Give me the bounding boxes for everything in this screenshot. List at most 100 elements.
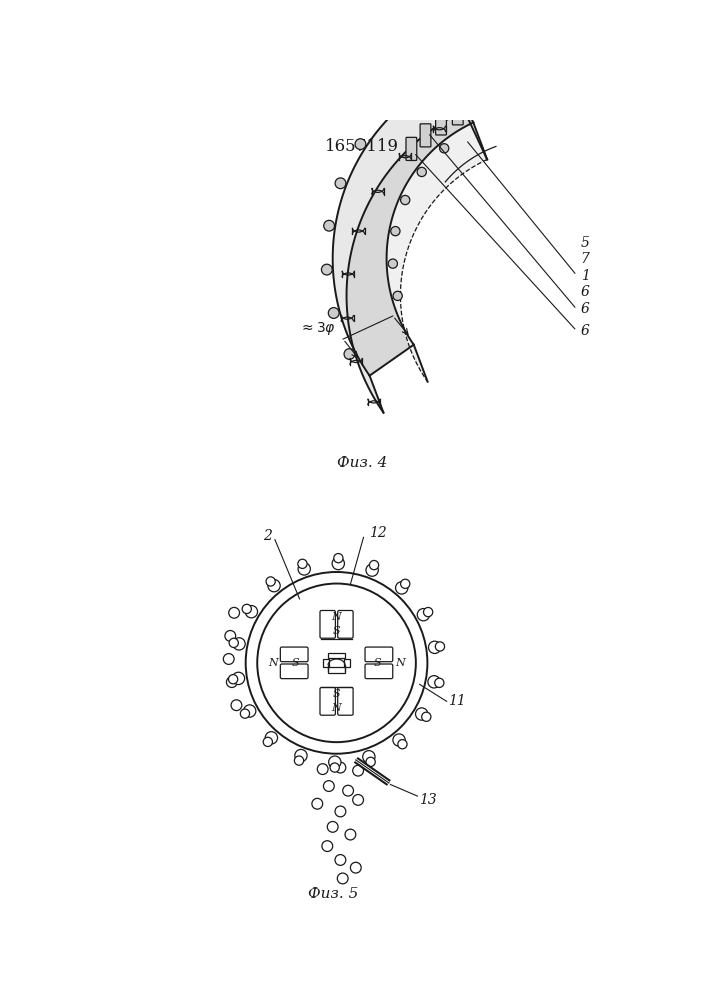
Circle shape xyxy=(233,638,245,650)
Circle shape xyxy=(265,732,278,744)
Circle shape xyxy=(332,557,344,570)
Circle shape xyxy=(391,227,400,236)
Circle shape xyxy=(246,572,428,754)
Circle shape xyxy=(223,654,234,664)
FancyBboxPatch shape xyxy=(420,124,431,147)
Circle shape xyxy=(322,264,332,275)
Circle shape xyxy=(328,308,339,318)
Circle shape xyxy=(294,756,303,765)
Text: 6: 6 xyxy=(580,324,590,338)
Circle shape xyxy=(353,765,363,776)
Circle shape xyxy=(436,642,445,651)
Circle shape xyxy=(240,709,250,718)
Circle shape xyxy=(388,259,397,268)
FancyBboxPatch shape xyxy=(365,647,393,662)
Circle shape xyxy=(421,712,431,721)
Circle shape xyxy=(417,167,426,177)
Circle shape xyxy=(322,841,333,852)
FancyBboxPatch shape xyxy=(452,102,463,125)
FancyBboxPatch shape xyxy=(281,664,308,679)
Circle shape xyxy=(268,579,280,592)
Circle shape xyxy=(401,579,410,588)
Circle shape xyxy=(330,763,339,772)
Circle shape xyxy=(343,785,354,796)
Text: 12: 12 xyxy=(369,526,387,540)
Circle shape xyxy=(417,77,428,88)
Text: S: S xyxy=(333,689,340,699)
Circle shape xyxy=(428,676,440,688)
Circle shape xyxy=(335,762,346,773)
Text: 1657119: 1657119 xyxy=(325,138,399,155)
Circle shape xyxy=(401,195,410,205)
Circle shape xyxy=(266,577,275,586)
FancyBboxPatch shape xyxy=(365,664,393,679)
Circle shape xyxy=(231,700,242,711)
Circle shape xyxy=(370,560,379,570)
Text: 2: 2 xyxy=(263,529,271,543)
Circle shape xyxy=(417,609,430,621)
Circle shape xyxy=(257,584,416,742)
FancyBboxPatch shape xyxy=(436,112,446,135)
Circle shape xyxy=(229,607,240,618)
Text: Физ. 4: Физ. 4 xyxy=(337,456,387,470)
Circle shape xyxy=(393,291,402,300)
Text: 11: 11 xyxy=(448,694,466,708)
Circle shape xyxy=(353,795,363,805)
Circle shape xyxy=(226,677,238,687)
Text: N: N xyxy=(396,658,405,668)
Polygon shape xyxy=(387,123,487,382)
Text: N: N xyxy=(332,703,341,713)
Text: 6: 6 xyxy=(580,302,590,316)
Text: S: S xyxy=(333,626,340,636)
Bar xyxy=(322,659,329,667)
Text: 6: 6 xyxy=(580,285,590,299)
Circle shape xyxy=(225,631,235,641)
Circle shape xyxy=(435,678,444,687)
Circle shape xyxy=(334,554,343,563)
Circle shape xyxy=(233,672,245,685)
Circle shape xyxy=(329,756,341,768)
Circle shape xyxy=(327,821,338,832)
Circle shape xyxy=(324,781,334,791)
Circle shape xyxy=(355,139,366,150)
Circle shape xyxy=(335,178,346,189)
Text: 1: 1 xyxy=(580,269,590,283)
Circle shape xyxy=(398,740,407,749)
Circle shape xyxy=(351,862,361,873)
Text: $\approx$3$\varphi$: $\approx$3$\varphi$ xyxy=(299,320,336,337)
Circle shape xyxy=(263,737,272,747)
Text: S: S xyxy=(292,658,300,668)
Circle shape xyxy=(245,606,257,618)
FancyBboxPatch shape xyxy=(281,647,308,662)
Circle shape xyxy=(243,705,256,717)
Circle shape xyxy=(382,105,394,115)
Polygon shape xyxy=(333,74,473,376)
Text: 5: 5 xyxy=(580,236,590,250)
FancyBboxPatch shape xyxy=(338,687,353,715)
Text: S: S xyxy=(373,658,381,668)
FancyBboxPatch shape xyxy=(338,610,353,638)
Circle shape xyxy=(363,751,375,763)
Circle shape xyxy=(337,873,348,884)
Circle shape xyxy=(317,764,328,774)
Circle shape xyxy=(243,604,252,614)
Circle shape xyxy=(295,749,307,762)
Text: 7: 7 xyxy=(580,252,590,266)
FancyBboxPatch shape xyxy=(320,610,335,638)
Circle shape xyxy=(366,757,375,766)
Circle shape xyxy=(229,638,238,647)
Text: Физ. 5: Физ. 5 xyxy=(308,887,358,901)
Circle shape xyxy=(440,144,449,153)
Polygon shape xyxy=(333,74,464,413)
Circle shape xyxy=(344,349,355,359)
Circle shape xyxy=(416,708,428,720)
Circle shape xyxy=(335,855,346,865)
Circle shape xyxy=(312,798,322,809)
Text: N: N xyxy=(268,658,278,668)
Circle shape xyxy=(395,582,408,594)
Circle shape xyxy=(324,220,334,231)
Circle shape xyxy=(228,675,238,684)
Bar xyxy=(344,659,351,667)
Circle shape xyxy=(393,734,405,746)
FancyBboxPatch shape xyxy=(320,687,335,715)
